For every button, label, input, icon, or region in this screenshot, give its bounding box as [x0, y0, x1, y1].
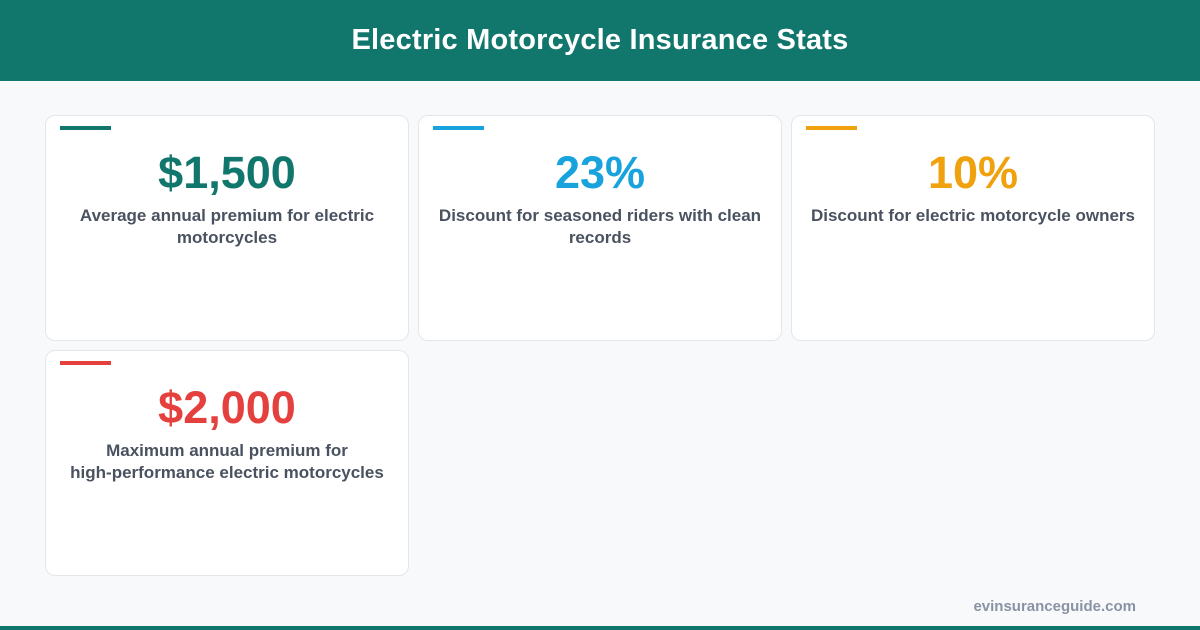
card-accent-bar — [60, 126, 111, 130]
stat-value: 23% — [554, 147, 646, 198]
stat-description-line: high-performance electric motorcycles — [70, 463, 384, 482]
stat-card-seasoned-discount: 23% Discount for seasoned riders with cl… — [418, 115, 782, 341]
stat-card-maximum-premium: $2,000 Maximum annual premium for high-p… — [45, 350, 409, 576]
card-accent-bar — [60, 361, 111, 365]
stat-card-average-premium: $1,500 Average annual premium for electr… — [45, 115, 409, 341]
stat-card-owner-discount: 10% Discount for electric motorcycle own… — [791, 115, 1155, 341]
card-accent-bar — [433, 126, 484, 130]
stat-description: Discount for electric motorcycle owners — [806, 205, 1140, 227]
stat-description-line: motorcycles — [176, 228, 278, 247]
stat-description-line: Discount for electric motorcycle owners — [810, 206, 1136, 225]
page-title: Electric Motorcycle Insurance Stats — [351, 24, 849, 56]
stat-value: 10% — [927, 147, 1019, 198]
stat-value: $1,500 — [158, 147, 296, 198]
footer-bar — [0, 626, 1200, 630]
stat-description: Maximum annual premium for high-performa… — [60, 440, 394, 484]
stat-value: $2,000 — [158, 382, 296, 433]
card-accent-bar — [806, 126, 857, 130]
stat-description-line: Discount for seasoned riders with clean — [438, 206, 762, 225]
source-url: evinsuranceguide.com — [973, 598, 1136, 615]
stat-description-line: Maximum annual premium for — [106, 441, 348, 460]
stat-description: Average annual premium for electric moto… — [60, 205, 394, 249]
stat-description-line: Average annual premium for electric — [79, 206, 375, 225]
stat-description-line: records — [568, 228, 632, 247]
header-banner: Electric Motorcycle Insurance Stats — [0, 0, 1200, 81]
stat-description: Discount for seasoned riders with clean … — [433, 205, 767, 249]
